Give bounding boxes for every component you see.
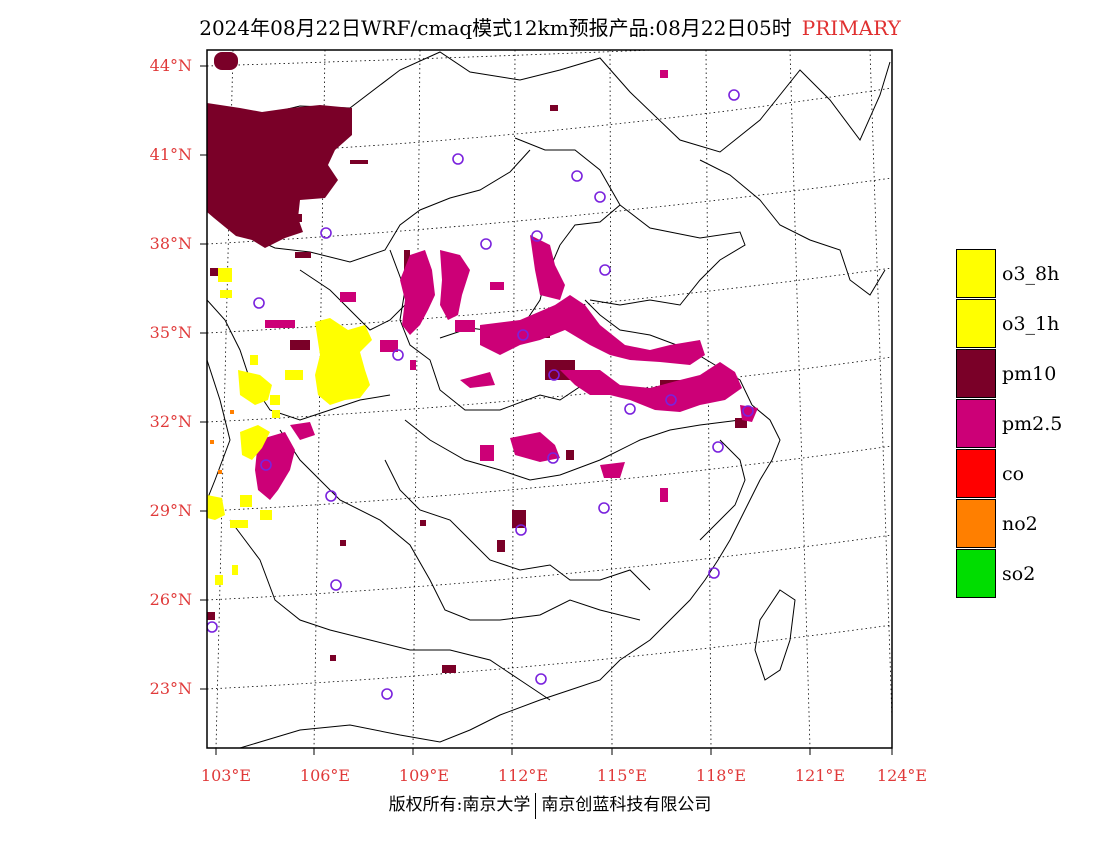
- legend-swatch-o3-8h: [956, 249, 996, 298]
- lat-label-29n: 29°N: [149, 501, 192, 520]
- legend-swatch-pm25: [956, 399, 996, 448]
- legend-swatch-co: [956, 449, 996, 498]
- lon-label-124e: 124°E: [876, 766, 928, 785]
- legend-label-o3-8h: o3_8h: [1002, 263, 1060, 285]
- legend-label-so2: so2: [1002, 563, 1036, 585]
- lon-label-118e: 118°E: [695, 766, 747, 785]
- legend-label-co: co: [1002, 463, 1025, 485]
- copyright-owner: 版权所有:南京大学: [388, 795, 531, 815]
- lon-label-115e: 115°E: [596, 766, 648, 785]
- lon-grid: [215, 50, 892, 748]
- lon-label-109e: 109°E: [398, 766, 450, 785]
- legend-label-no2: no2: [1002, 513, 1038, 535]
- lon-label-103e: 103°E: [200, 766, 252, 785]
- lat-label-35n: 35°N: [149, 323, 192, 342]
- map-content: [207, 50, 892, 748]
- title-tag: PRIMARY: [801, 16, 901, 40]
- lat-label-38n: 38°N: [149, 234, 192, 253]
- map-title: 2024年08月22日WRF/cmaq模式12km预报产品:08月22日05时 P…: [0, 12, 1100, 41]
- footer-divider: [535, 792, 537, 819]
- lon-label-121e: 121°E: [794, 766, 846, 785]
- lat-label-32n: 32°N: [149, 412, 192, 431]
- lat-label-23n: 23°N: [149, 679, 192, 698]
- copyright-company: 南京创蓝科技有限公司: [541, 795, 712, 815]
- pm25-regions: [255, 70, 758, 502]
- legend-swatch-pm10: [956, 349, 996, 398]
- legend-swatch-no2: [956, 499, 996, 548]
- lat-grid: [207, 50, 892, 690]
- lon-label-106e: 106°E: [299, 766, 351, 785]
- lat-label-41n: 41°N: [149, 145, 192, 164]
- legend-label-o3-1h: o3_1h: [1002, 313, 1060, 335]
- lon-label-112e: 112°E: [497, 766, 549, 785]
- lat-label-44n: 44°N: [149, 56, 192, 75]
- o3-regions: [207, 268, 372, 585]
- legend-swatch-so2: [956, 549, 996, 598]
- lat-label-26n: 26°N: [149, 590, 192, 609]
- title-main: 2024年08月22日WRF/cmaq模式12km预报产品:08月22日05时: [199, 16, 792, 40]
- axis-ticks: [200, 65, 893, 755]
- legend-label-pm10: pm10: [1002, 363, 1057, 385]
- station-markers: [207, 89, 754, 700]
- legend-label-pm25: pm2.5: [1002, 413, 1063, 435]
- map-border: [206, 49, 893, 749]
- legend-swatch-o3-1h: [956, 299, 996, 348]
- copyright-footer: 版权所有:南京大学 南京创蓝科技有限公司: [0, 790, 1100, 819]
- no2-regions: [210, 410, 234, 474]
